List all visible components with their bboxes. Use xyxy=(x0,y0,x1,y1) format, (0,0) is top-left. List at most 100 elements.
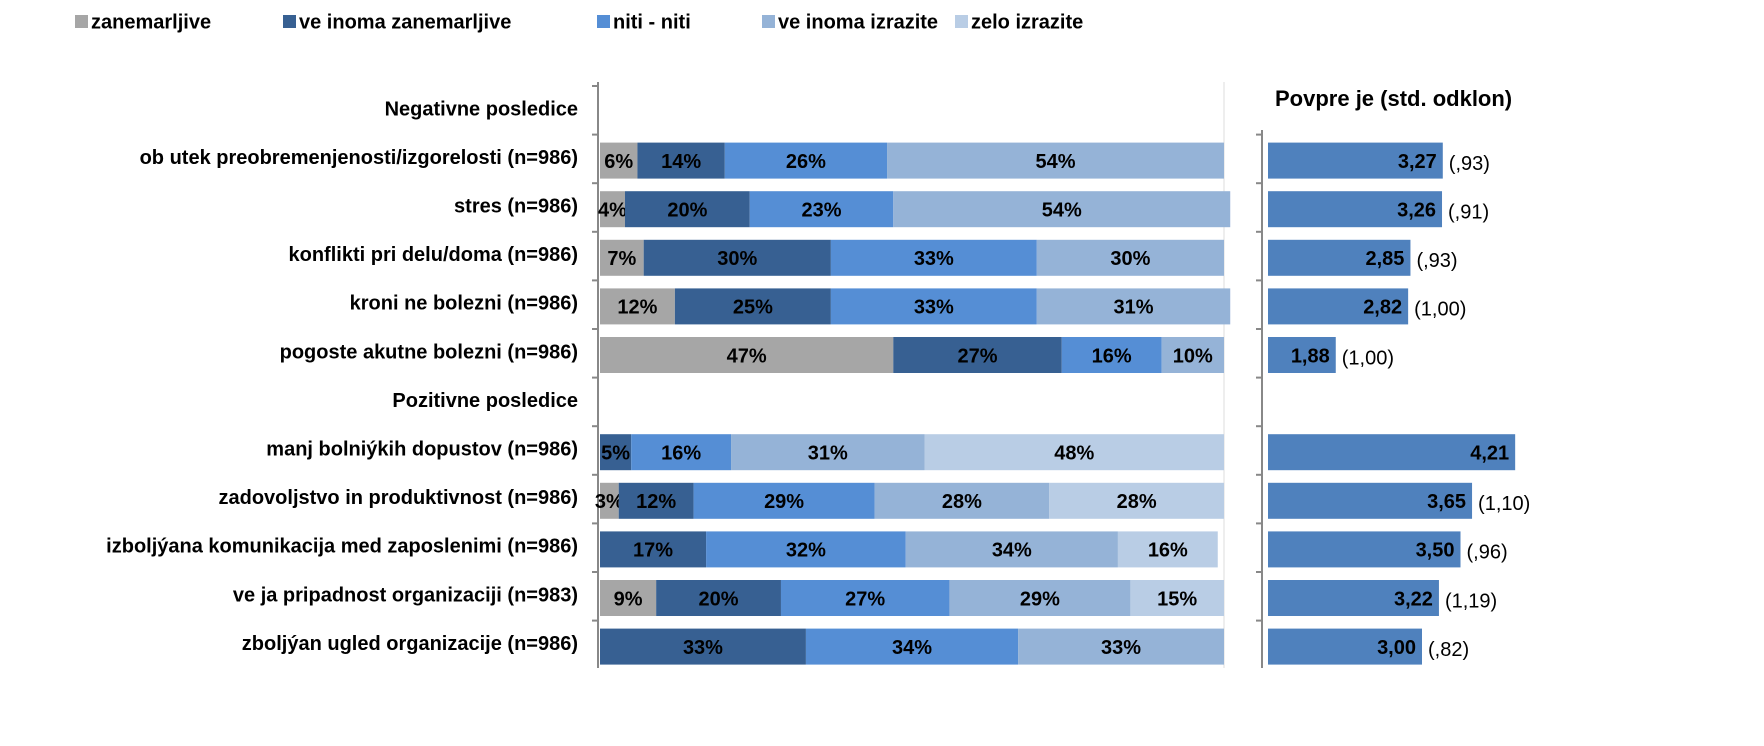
value-label: 3% xyxy=(595,491,624,513)
value-label: 32% xyxy=(786,540,826,562)
value-label: 17% xyxy=(633,540,673,562)
value-label: 34% xyxy=(992,540,1032,562)
bar-segment xyxy=(893,337,1062,373)
mean-label: 4,21 xyxy=(1470,442,1509,464)
bar-segment xyxy=(924,434,1224,471)
bar-segment xyxy=(731,434,925,471)
value-label: 16% xyxy=(1148,540,1188,562)
value-label: 33% xyxy=(914,297,954,319)
legend-label: niti - niti xyxy=(613,11,691,33)
bar-segment xyxy=(643,239,831,276)
legend-swatch xyxy=(75,15,88,28)
bar-segment xyxy=(631,434,732,471)
bar-segment xyxy=(1130,580,1224,616)
bar-segment xyxy=(780,580,950,616)
sd-label: (1,19) xyxy=(1445,590,1497,612)
bar-segment xyxy=(637,142,725,179)
mean-bar xyxy=(1268,337,1336,373)
value-label: 12% xyxy=(636,491,676,513)
bar-segment xyxy=(600,142,638,179)
sd-label: (1,00) xyxy=(1342,347,1394,369)
sd-label: (1,10) xyxy=(1478,493,1530,515)
value-label: 16% xyxy=(661,442,701,464)
value-label: 10% xyxy=(1173,345,1213,367)
value-label: 14% xyxy=(661,151,701,173)
bar-segment xyxy=(949,580,1131,616)
bar-segment xyxy=(600,482,619,519)
value-label: 29% xyxy=(764,491,804,513)
mean-bar xyxy=(1268,191,1443,228)
category-label: zadovoljstvo in produktivnost (n=986) xyxy=(219,487,579,509)
category-label: pogoste akutne bolezni (n=986) xyxy=(280,341,578,363)
value-label: 20% xyxy=(699,588,739,610)
value-label: 15% xyxy=(1157,588,1197,610)
sd-label: (,82) xyxy=(1428,639,1469,661)
legend-label: zanemarljive xyxy=(91,11,211,33)
sd-label: (,93) xyxy=(1416,250,1457,272)
mean-label: 3,50 xyxy=(1416,540,1455,562)
category-label: stres (n=986) xyxy=(454,195,578,217)
sd-label: (,91) xyxy=(1448,201,1489,223)
mean-bar xyxy=(1268,288,1409,325)
value-label: 20% xyxy=(667,199,707,221)
bar-segment xyxy=(600,628,806,665)
bar-segment xyxy=(674,288,831,325)
value-label: 28% xyxy=(1117,491,1157,513)
value-label: 54% xyxy=(1036,151,1076,173)
mean-label: 3,22 xyxy=(1394,588,1433,610)
value-label: 31% xyxy=(808,442,848,464)
value-label: 6% xyxy=(604,151,633,173)
legend-swatch xyxy=(762,15,775,28)
bar-segment xyxy=(887,142,1224,179)
bar-segment xyxy=(1018,628,1224,665)
mean-label: 3,27 xyxy=(1398,151,1437,173)
bar-segment xyxy=(1161,337,1224,373)
bar-segment xyxy=(600,288,675,325)
mean-bar xyxy=(1268,628,1422,665)
category-label: Pozitivne posledice xyxy=(392,390,578,412)
value-label: 29% xyxy=(1020,588,1060,610)
bar-segment xyxy=(624,191,750,228)
legend-swatch xyxy=(283,15,296,28)
legend-label: ve inoma izrazite xyxy=(778,11,938,33)
bar-segment xyxy=(600,239,644,276)
value-label: 30% xyxy=(1110,248,1150,270)
bar-segment xyxy=(706,531,906,568)
value-label: 5% xyxy=(601,442,630,464)
bar-segment xyxy=(600,531,707,568)
value-label: 12% xyxy=(617,297,657,319)
bar-segment xyxy=(600,337,894,373)
bar-segment xyxy=(600,580,657,616)
bar-segment xyxy=(1036,239,1224,276)
value-label: 27% xyxy=(845,588,885,610)
bar-segment xyxy=(600,434,632,471)
value-label: 26% xyxy=(786,151,826,173)
mean-label: 3,00 xyxy=(1377,637,1416,659)
bar-segment xyxy=(1117,531,1218,568)
value-label: 27% xyxy=(958,345,998,367)
category-label: ob utek preobremenjenosti/izgorelosti (n… xyxy=(140,147,578,169)
value-label: 54% xyxy=(1042,199,1082,221)
legend-label: zelo izrazite xyxy=(971,11,1083,33)
category-label: izboljýana komunikacija med zaposlenimi … xyxy=(106,536,578,558)
value-label: 28% xyxy=(942,491,982,513)
sd-label: (,93) xyxy=(1449,153,1490,175)
value-label: 33% xyxy=(914,248,954,270)
value-label: 25% xyxy=(733,297,773,319)
mean-bar xyxy=(1268,531,1461,568)
sd-label: (,96) xyxy=(1467,542,1508,564)
value-label: 34% xyxy=(892,637,932,659)
mean-label: 3,26 xyxy=(1397,199,1436,221)
value-label: 33% xyxy=(683,637,723,659)
mean-label: 3,65 xyxy=(1427,491,1466,513)
legend-swatch xyxy=(955,15,968,28)
value-label: 31% xyxy=(1114,297,1154,319)
mean-bar xyxy=(1268,142,1443,179)
mean-label: 2,85 xyxy=(1366,248,1405,270)
value-label: 16% xyxy=(1092,345,1132,367)
mean-bar xyxy=(1268,434,1516,471)
bar-segment xyxy=(830,239,1037,276)
bar-segment xyxy=(905,531,1118,568)
bar-segment xyxy=(724,142,888,179)
